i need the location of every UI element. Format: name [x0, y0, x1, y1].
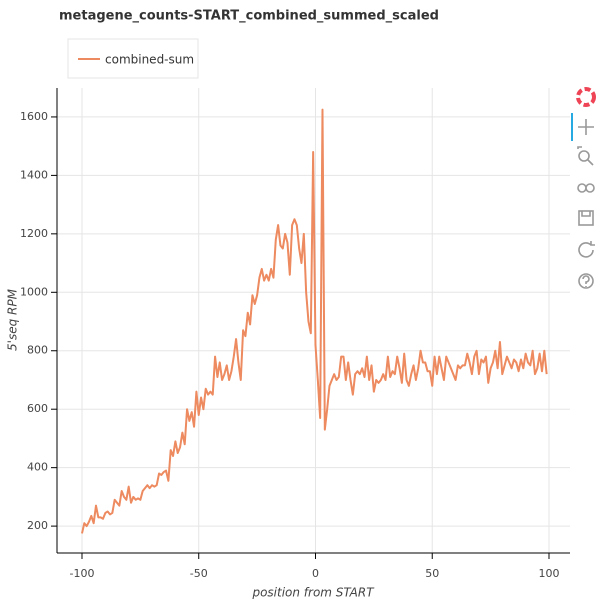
bokeh-logo[interactable] [576, 87, 596, 107]
zoom-tool[interactable] [577, 146, 594, 166]
x-tick-label: 50 [425, 567, 439, 580]
plot: 200 400 600 800 1000 1200 1400 1600 -100 -50 0 50 10… [20, 88, 570, 580]
save-tool[interactable] [578, 210, 594, 226]
y-tick-label: 1600 [20, 110, 48, 123]
y-tick-label: 1200 [20, 227, 48, 240]
y-axis-label: 5'seq RPM [6, 288, 20, 351]
help-tool[interactable] [578, 273, 594, 289]
reset-tool[interactable] [578, 241, 595, 258]
x-tick-label: 100 [538, 567, 559, 580]
x-tick-label: -100 [70, 567, 95, 580]
pan-tool[interactable] [578, 119, 594, 135]
chart-title: metagene_counts-START_combined_summed_sc… [59, 9, 439, 24]
data-line [81, 108, 548, 534]
x-axis-label: position from START [251, 586, 375, 600]
toolbar [571, 87, 596, 289]
y-tick-label: 1000 [20, 285, 48, 298]
y-tick-label: 200 [27, 519, 48, 532]
y-tick-label: 800 [27, 344, 48, 357]
wheel-zoom-tool[interactable] [577, 183, 595, 193]
legend-label: combined-sum [105, 53, 194, 67]
x-tick-label: -50 [190, 567, 208, 580]
legend: combined-sum [67, 38, 199, 79]
y-tick-label: 400 [27, 461, 48, 474]
x-tick-label: 0 [312, 567, 319, 580]
y-tick-label: 600 [27, 402, 48, 415]
y-tick-label: 1400 [20, 168, 48, 181]
